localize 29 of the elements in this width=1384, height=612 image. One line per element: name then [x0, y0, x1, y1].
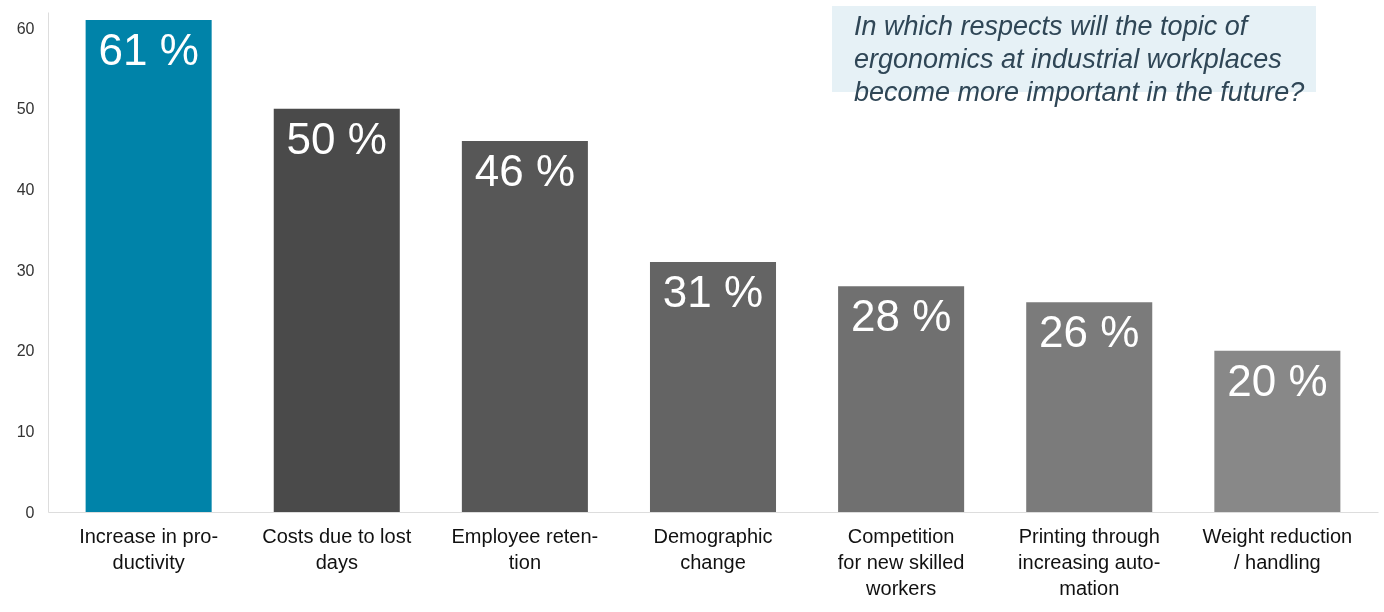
y-tick-label: 30: [16, 261, 35, 279]
y-tick-label: 20: [16, 342, 35, 360]
bar: [1214, 350, 1341, 512]
data-label: 31 %: [662, 267, 764, 316]
y-tick-label: 60: [16, 19, 35, 37]
x-tick-label: Weight reduction / handling: [1202, 524, 1353, 573]
x-tick-label: Printing through increasing auto- mation: [1018, 524, 1161, 599]
bar: [838, 286, 965, 512]
data-label: 46 %: [474, 146, 576, 196]
bar: [273, 108, 400, 512]
bar: [461, 141, 588, 512]
y-tick-label: 10: [16, 422, 35, 440]
bar: [1026, 302, 1153, 512]
y-tick-label: 50: [16, 100, 35, 118]
text: In which respects will the topic of ergonomics at industrial workplaces become more important in the future?: [854, 10, 1305, 109]
data-label: 28 %: [850, 291, 952, 341]
data-label: 61 %: [98, 25, 199, 75]
x-tick-label: Increase in pro- ductivity: [79, 524, 219, 573]
data-label: 20 %: [1227, 355, 1328, 405]
bar: [85, 20, 212, 512]
x-tick-label: Competition for new skilled workers: [837, 524, 965, 599]
data-label: 26 %: [1039, 307, 1140, 357]
x-tick-label: Demographic change: [653, 524, 773, 573]
bar: [649, 262, 777, 512]
x-tick-label: Employee reten- tion: [451, 524, 599, 573]
y-tick-label: 0: [25, 503, 35, 521]
y-tick-label: 40: [16, 180, 35, 198]
x-tick-label: Costs due to lost days: [262, 524, 412, 573]
data-label: 50 %: [286, 113, 387, 163]
